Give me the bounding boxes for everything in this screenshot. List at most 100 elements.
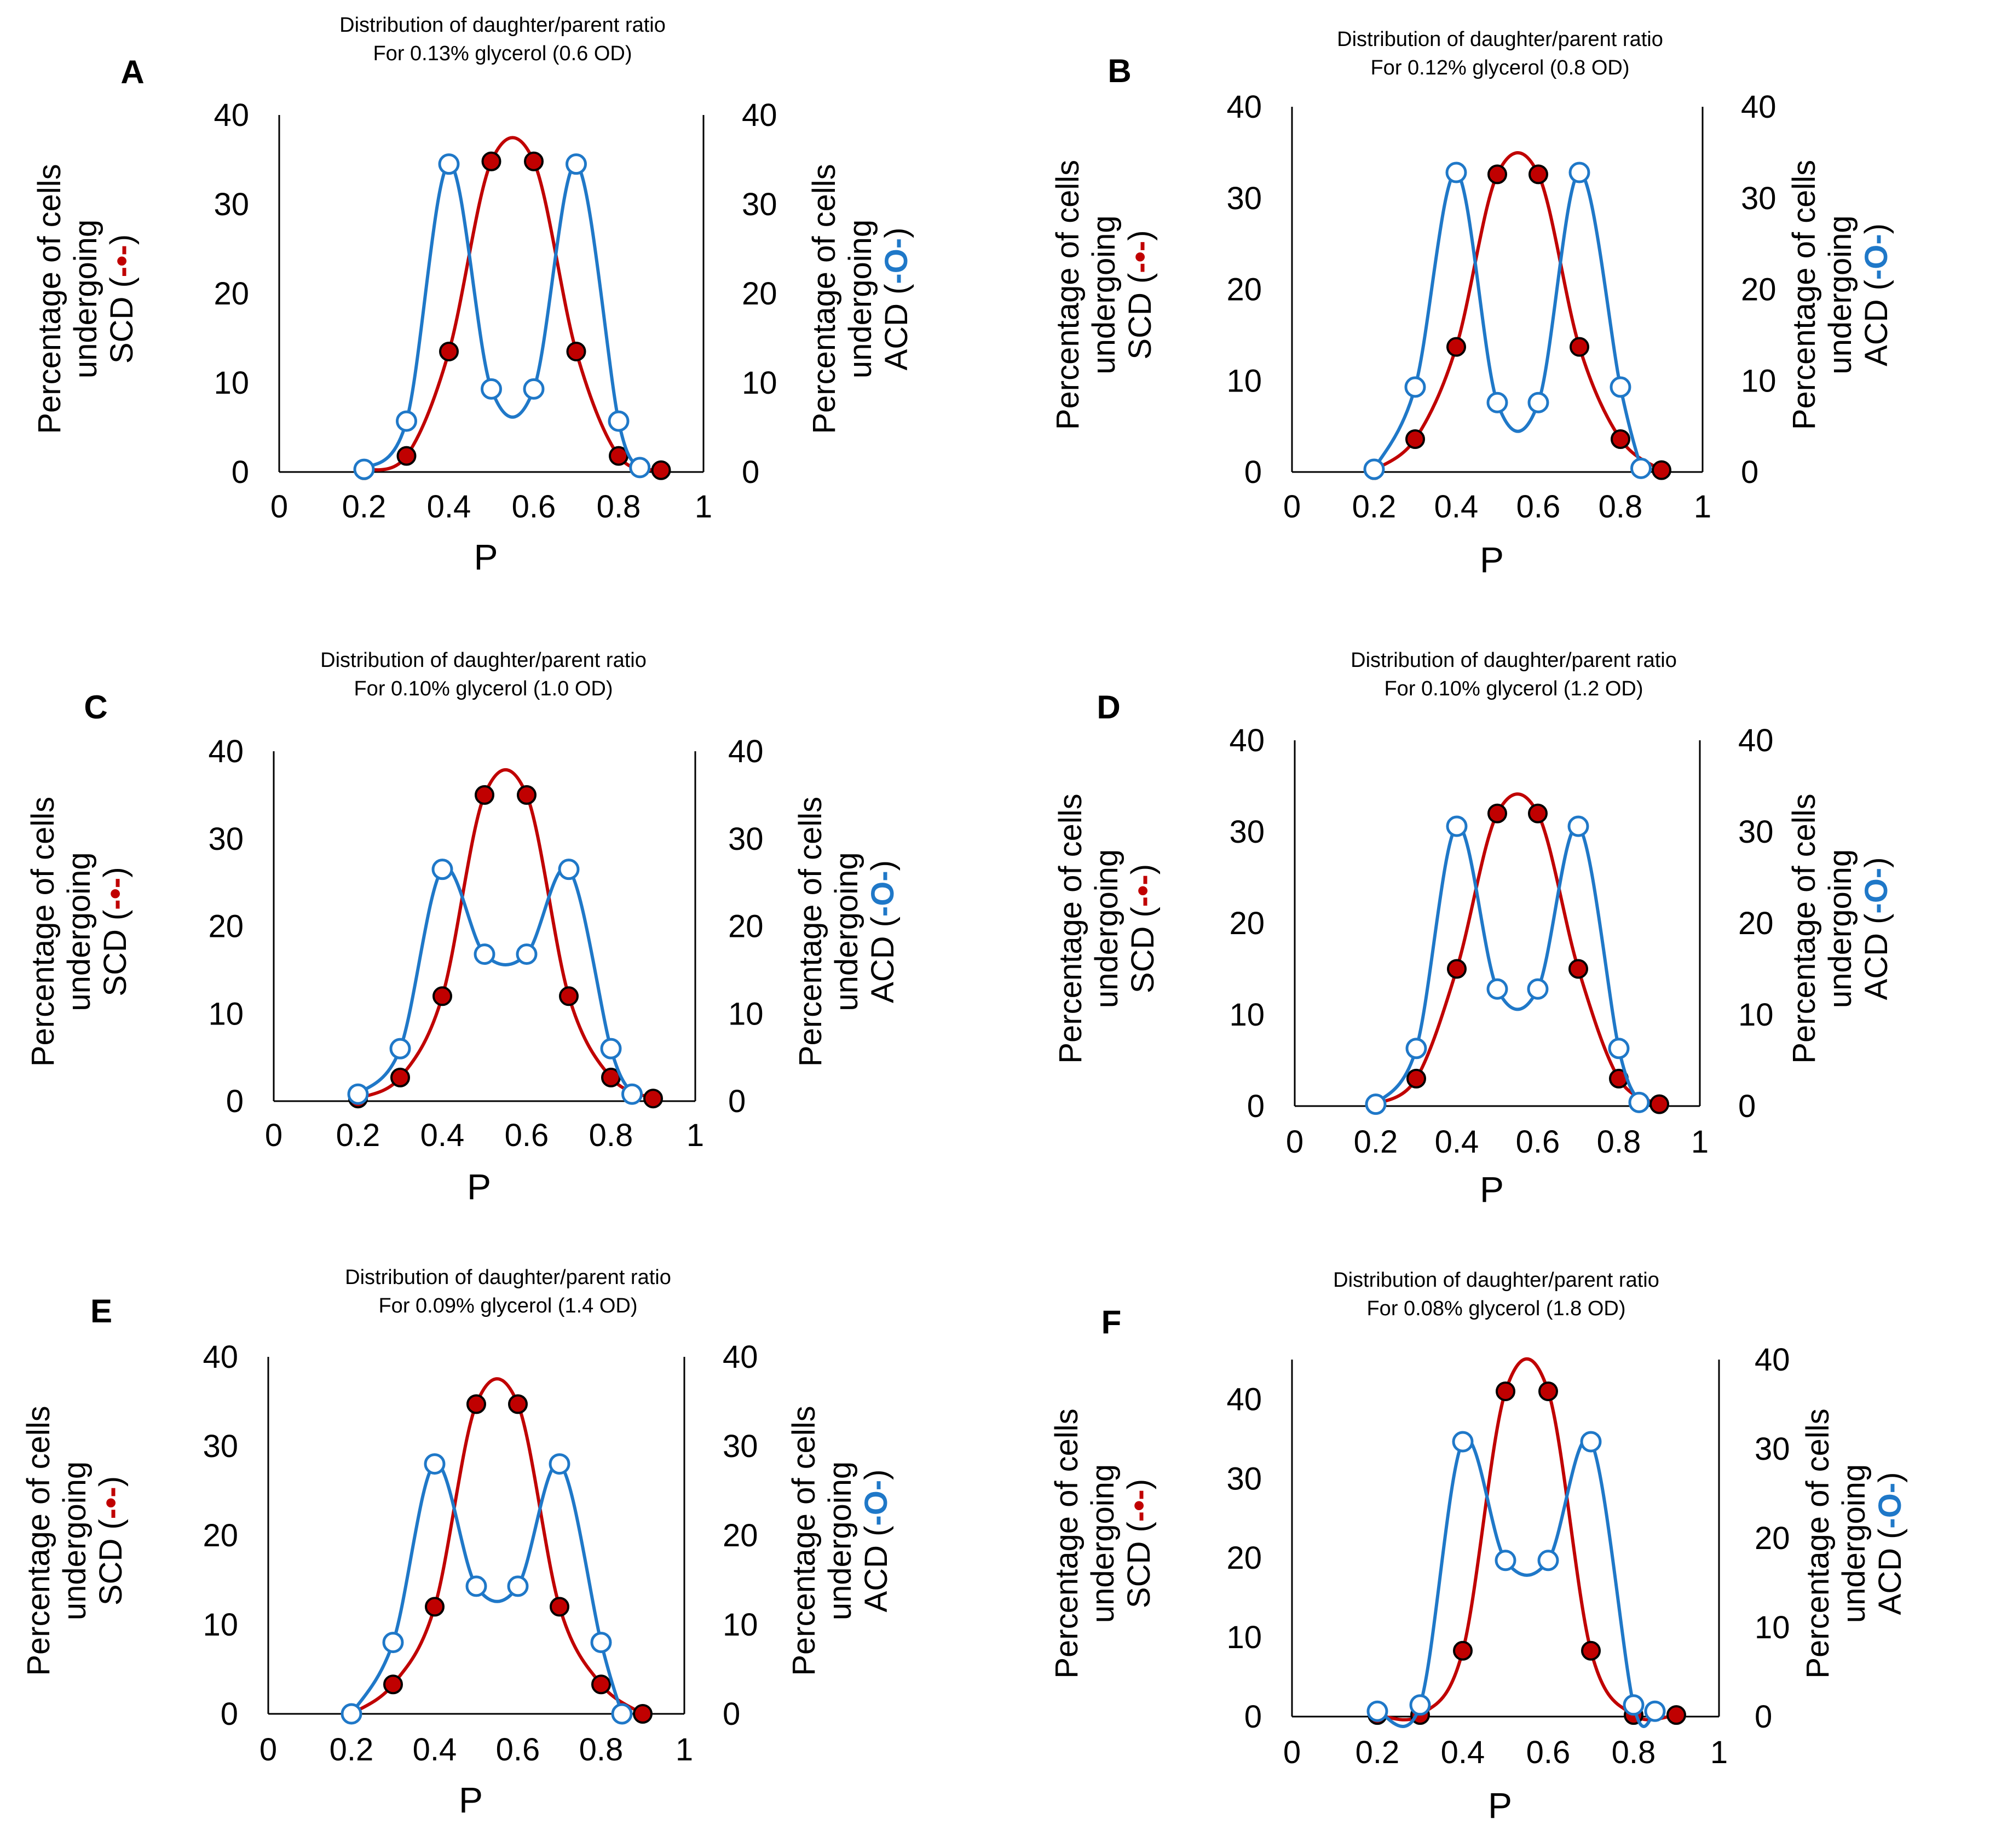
panel-a-acd-point-3 — [438, 153, 460, 175]
panel-b-x-label: P — [1480, 539, 1504, 580]
panel-e-right-y-label-line-3: ACD (-O-) — [858, 1470, 894, 1613]
panel-c-x-tick-0.4: 0.4 — [420, 1118, 465, 1153]
panel-e-left-tick-0: 0 — [221, 1696, 238, 1732]
panel-f-right-y-label-line-1: Percentage of cells — [1800, 1408, 1836, 1678]
panel-e-acd-point-8 — [611, 1703, 633, 1725]
panel-e-x-tick-0.4: 0.4 — [413, 1732, 457, 1768]
panel-d-scd-point-5 — [1528, 803, 1548, 824]
panel-f-left-tick-40: 40 — [1226, 1381, 1262, 1417]
panel-c-left-y-label-line-3: SCD (-•-) — [97, 867, 133, 996]
panel-b-left-y-label: Percentage of cells undergoing SCD (-•-) — [1050, 160, 1158, 430]
panel-a-scd-point-8 — [651, 460, 671, 480]
panel-d-left-tick-10: 10 — [1229, 997, 1265, 1033]
panel-a-right-y-label-suffix: ) — [879, 228, 914, 238]
panel-d-x-tick-0.6: 0.6 — [1516, 1124, 1560, 1160]
panel-a-left-tick-10: 10 — [214, 365, 249, 401]
panel-e-x-tick-0.8: 0.8 — [579, 1732, 624, 1768]
panel-d-acd-point-1 — [1365, 1093, 1387, 1115]
panel-a-right-tick-30: 30 — [742, 187, 777, 222]
panel-d-scd-point-2 — [1406, 1068, 1426, 1089]
panel-b-right-tick-30: 30 — [1741, 181, 1776, 216]
panel-a-right-tick-0: 0 — [742, 454, 759, 490]
panel-a-right-y-label-symbol: -O- — [879, 238, 914, 284]
panel-d-x-tick-1: 1 — [1691, 1124, 1709, 1160]
panel-e-right-y-label-line-1: Percentage of cells — [786, 1406, 822, 1676]
panel-f-scd-point-4 — [1496, 1381, 1515, 1401]
panel-d-x-tick-0.4: 0.4 — [1435, 1124, 1479, 1160]
panel-b-left-y-label-line-2: undergoing — [1086, 215, 1122, 374]
panel-a-x-tick-1: 1 — [695, 489, 712, 525]
panel-e-left-y-label-line-2: undergoing — [57, 1461, 93, 1620]
panel-a-left-tick-40: 40 — [214, 97, 249, 133]
panel-f-right-tick-0: 0 — [1755, 1699, 1772, 1735]
panel-c-scd-point-6 — [559, 986, 579, 1006]
panel-c-scd-point-3 — [432, 986, 452, 1006]
panel-b: Distribution of daughter/parent ratio For… — [1050, 28, 1894, 580]
panel-c-left-tick-20: 20 — [208, 909, 244, 945]
panel-c-acd-point-1 — [347, 1083, 369, 1105]
panel-b-left-y-label-suffix: ) — [1122, 230, 1158, 240]
panel-a-acd-point-2 — [396, 410, 417, 432]
panel-f-acd-point-7 — [1623, 1694, 1645, 1716]
panel-b-left-tick-10: 10 — [1226, 363, 1262, 399]
panel-d-left-y-label: Percentage of cells undergoing SCD (-•-) — [1053, 793, 1161, 1063]
panel-c-acd-point-3 — [431, 859, 453, 880]
panel-d-left-y-label-suffix: ) — [1125, 864, 1161, 874]
panel-a-scd-point-5 — [524, 151, 544, 171]
panel-c-title-line-2: For 0.10% glycerol (1.0 OD) — [354, 677, 613, 700]
panel-a-scd-point-2 — [396, 446, 417, 466]
panel-b-right-y-label-prefix: ACD ( — [1859, 280, 1894, 366]
panel-b-left-tick-30: 30 — [1226, 181, 1262, 216]
panel-c-right-tick-0: 0 — [728, 1084, 746, 1119]
panel-e-x-tick-1: 1 — [676, 1732, 693, 1768]
panel-e-acd-point-4 — [465, 1575, 487, 1597]
panel-f-acd-point-5 — [1537, 1550, 1559, 1571]
panel-c-acd-point-7 — [600, 1038, 622, 1060]
panel-b-acd-point-2 — [1404, 376, 1426, 398]
panel-e-left-y-label-line-1: Percentage of cells — [21, 1406, 56, 1676]
panel-a-title-line-1: Distribution of daughter/parent ratio — [339, 14, 666, 37]
panel-c-right-y-label-line-1: Percentage of cells — [793, 797, 828, 1067]
panel-e-x-label: P — [459, 1780, 483, 1820]
panel-e-scd-point-7 — [591, 1674, 611, 1695]
panel-c-right-y-label-line-2: undergoing — [829, 852, 864, 1011]
panel-c-letter: C — [84, 689, 107, 726]
panel-a-x-label: P — [474, 537, 498, 577]
panel-b-acd-point-8 — [1630, 457, 1652, 479]
panel-a: Distribution of daughter/parent ratio For… — [32, 14, 914, 577]
panel-f-right-y-label-suffix: ) — [1872, 1472, 1908, 1483]
panel-c-acd-curve — [356, 866, 634, 1096]
panel-d-acd-point-8 — [1628, 1091, 1650, 1113]
panel-d-letter: D — [1097, 689, 1120, 726]
panel-b-left-y-label-line-1: Percentage of cells — [1050, 160, 1086, 430]
panel-a-right-tick-40: 40 — [742, 97, 777, 133]
panel-b-right-y-label-line-1: Percentage of cells — [1786, 160, 1822, 430]
panel-f-scd-point-6 — [1581, 1640, 1601, 1661]
panel-c-title-line-1: Distribution of daughter/parent ratio — [320, 649, 647, 672]
panel-f-left-y-label-suffix: ) — [1121, 1479, 1157, 1489]
panel-c-x-tick-0.2: 0.2 — [336, 1118, 380, 1153]
panel-d-x-tick-0.2: 0.2 — [1354, 1124, 1398, 1160]
panel-d-x-tick-0: 0 — [1286, 1124, 1303, 1160]
panel-f-left-tick-10: 10 — [1226, 1620, 1262, 1655]
panel-b-x-tick-0.8: 0.8 — [1599, 489, 1643, 525]
panel-a-x-tick-0.4: 0.4 — [427, 489, 471, 525]
panel-b-acd-point-5 — [1527, 392, 1549, 413]
panel-d-acd-point-5 — [1527, 978, 1549, 1000]
panel-b-x-tick-0: 0 — [1283, 489, 1301, 525]
panel-f-left-y-label-line-3: SCD (-•-) — [1121, 1479, 1157, 1608]
panel-d-acd-point-2 — [1405, 1038, 1427, 1060]
panel-b-scd-point-8 — [1652, 460, 1671, 480]
panel-a-scd-point-3 — [439, 341, 459, 361]
panel-e-title-line-2: For 0.09% glycerol (1.4 OD) — [378, 1294, 637, 1317]
panel-a-scd-point-4 — [481, 151, 501, 171]
panel-c-right-tick-40: 40 — [728, 734, 764, 769]
panel-a-left-tick-20: 20 — [214, 276, 249, 312]
panel-d-scd-point-4 — [1487, 803, 1507, 824]
panel-d-right-y-label-line-3: ACD (-O-) — [1859, 857, 1894, 1000]
panel-f-right-y-label-line-3: ACD (-O-) — [1872, 1472, 1908, 1615]
panel-b-scd-point-7 — [1611, 429, 1630, 449]
panel-c-right-y-label: Percentage of cells undergoing ACD (-O-) — [793, 797, 901, 1067]
panel-d-right-tick-20: 20 — [1738, 906, 1774, 941]
panel-f-left-tick-30: 30 — [1226, 1461, 1262, 1496]
